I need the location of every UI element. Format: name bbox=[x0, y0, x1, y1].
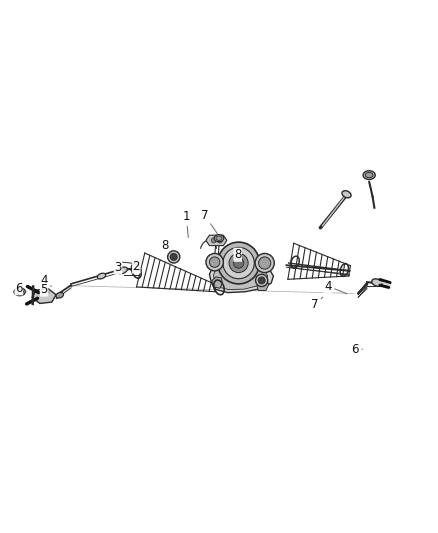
Circle shape bbox=[217, 238, 223, 243]
Ellipse shape bbox=[14, 288, 25, 296]
Text: 8: 8 bbox=[161, 239, 171, 254]
Polygon shape bbox=[213, 263, 268, 289]
Circle shape bbox=[258, 257, 271, 269]
Text: 8: 8 bbox=[234, 248, 243, 261]
Text: 7: 7 bbox=[201, 208, 217, 234]
Ellipse shape bbox=[365, 173, 373, 177]
Circle shape bbox=[233, 258, 244, 268]
Circle shape bbox=[218, 242, 259, 284]
Circle shape bbox=[258, 277, 265, 284]
Circle shape bbox=[255, 254, 274, 272]
Circle shape bbox=[211, 238, 216, 243]
Ellipse shape bbox=[342, 191, 351, 198]
Text: 2: 2 bbox=[133, 260, 140, 273]
Circle shape bbox=[170, 254, 177, 261]
Ellipse shape bbox=[117, 267, 127, 274]
Text: 5: 5 bbox=[40, 283, 49, 296]
Text: 1: 1 bbox=[183, 210, 190, 238]
Circle shape bbox=[229, 254, 248, 272]
Circle shape bbox=[206, 254, 223, 271]
Text: 4: 4 bbox=[40, 274, 52, 287]
Polygon shape bbox=[209, 260, 273, 293]
Circle shape bbox=[255, 274, 268, 287]
Ellipse shape bbox=[214, 235, 224, 241]
Ellipse shape bbox=[216, 236, 222, 240]
Ellipse shape bbox=[363, 171, 375, 180]
Ellipse shape bbox=[16, 289, 23, 294]
Text: 3: 3 bbox=[114, 261, 122, 274]
Ellipse shape bbox=[372, 279, 382, 286]
Circle shape bbox=[168, 251, 180, 263]
Polygon shape bbox=[206, 235, 227, 246]
Text: 7: 7 bbox=[311, 297, 323, 311]
Text: 4: 4 bbox=[324, 280, 347, 294]
Polygon shape bbox=[257, 279, 268, 290]
Polygon shape bbox=[212, 277, 223, 288]
Circle shape bbox=[209, 257, 220, 268]
Circle shape bbox=[223, 247, 254, 279]
Text: 6: 6 bbox=[15, 282, 26, 295]
Ellipse shape bbox=[56, 293, 64, 298]
Ellipse shape bbox=[97, 273, 106, 279]
Polygon shape bbox=[32, 289, 56, 303]
Text: 6: 6 bbox=[351, 343, 363, 356]
